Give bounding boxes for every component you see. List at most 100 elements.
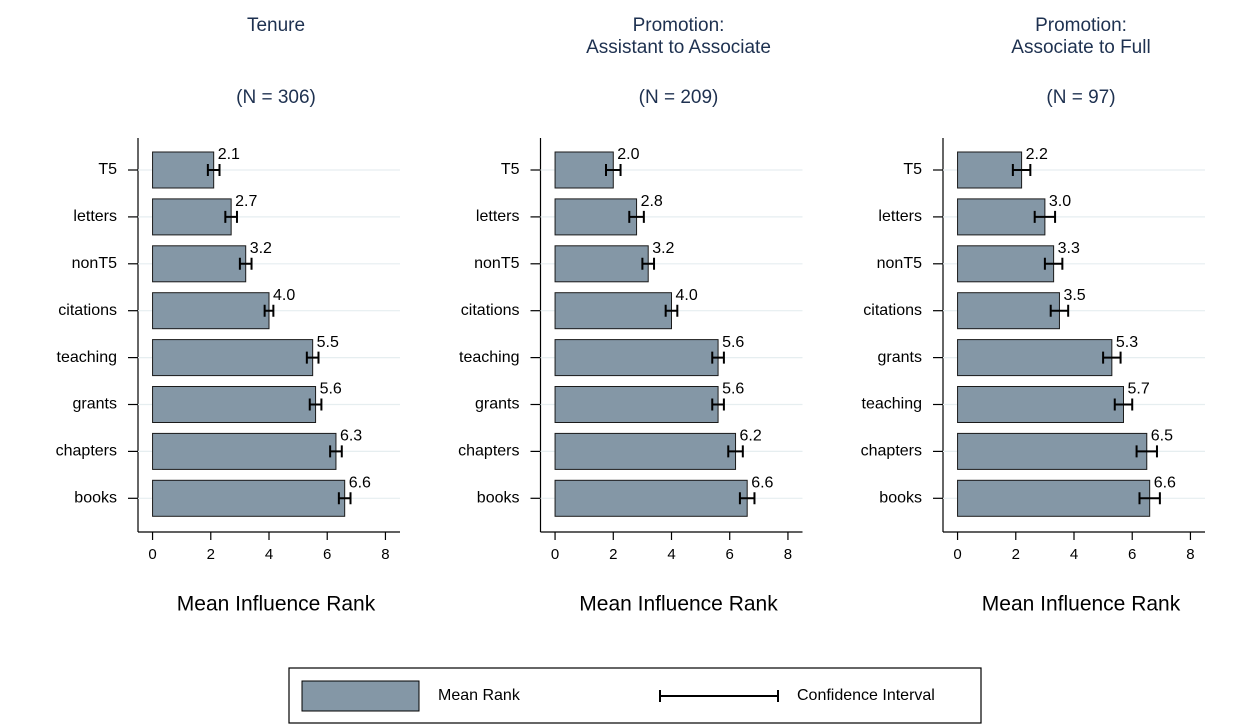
y-tick-label: chapters bbox=[458, 443, 519, 460]
value-label: 5.7 bbox=[1127, 381, 1149, 398]
bar bbox=[957, 198, 1046, 236]
legend-label: Confidence Interval bbox=[797, 687, 935, 704]
bar bbox=[554, 151, 614, 189]
error-bar bbox=[1033, 210, 1057, 223]
legend-label: Mean Rank bbox=[438, 687, 521, 704]
value-label: 3.3 bbox=[1058, 240, 1080, 257]
y-tick-label: teaching bbox=[862, 396, 923, 413]
value-label: 3.2 bbox=[250, 240, 272, 257]
value-label: 3.2 bbox=[652, 240, 674, 257]
x-tick-label: 8 bbox=[1186, 546, 1194, 563]
y-tick-label: citations bbox=[461, 302, 520, 319]
x-tick-label: 4 bbox=[1070, 546, 1078, 563]
x-tick-label: 6 bbox=[323, 546, 331, 563]
value-label: 6.6 bbox=[349, 475, 371, 492]
bar bbox=[152, 386, 317, 423]
y-tick-label: letters bbox=[73, 208, 117, 225]
error-bar bbox=[1135, 445, 1158, 458]
x-tick-label: 6 bbox=[726, 546, 734, 563]
x-axis-label: Mean Influence Rank bbox=[982, 593, 1181, 616]
error-bar bbox=[308, 398, 323, 411]
x-tick-label: 4 bbox=[265, 546, 273, 563]
error-bar bbox=[337, 492, 352, 505]
value-label: 4.0 bbox=[273, 287, 295, 304]
bar bbox=[957, 292, 1060, 330]
error-bar bbox=[238, 257, 253, 270]
value-label: 2.2 bbox=[1026, 146, 1048, 163]
bar bbox=[957, 339, 1113, 377]
y-tick-label: teaching bbox=[459, 349, 520, 366]
y-tick-label: books bbox=[477, 490, 520, 507]
bar bbox=[957, 151, 1023, 189]
value-label: 4.0 bbox=[676, 287, 698, 304]
y-tick-label: grants bbox=[475, 396, 519, 413]
bar bbox=[152, 432, 337, 470]
legend-swatch bbox=[301, 680, 420, 712]
error-bar bbox=[305, 351, 320, 364]
x-tick-label: 4 bbox=[667, 546, 675, 563]
error-bar bbox=[711, 398, 725, 411]
error-bar bbox=[711, 351, 725, 364]
value-label: 6.3 bbox=[340, 428, 362, 445]
value-label: 3.5 bbox=[1063, 287, 1085, 304]
bar bbox=[554, 339, 719, 377]
chart-title: Associate to Full bbox=[1011, 37, 1150, 58]
y-tick-label: nonT5 bbox=[474, 255, 519, 272]
bar bbox=[152, 151, 215, 189]
bar bbox=[554, 386, 719, 423]
x-tick-label: 2 bbox=[609, 546, 617, 563]
bar bbox=[554, 479, 748, 517]
error-bar bbox=[263, 304, 275, 317]
chart-title: Promotion: bbox=[633, 15, 725, 36]
chart-title: Promotion: bbox=[1035, 15, 1127, 36]
bar bbox=[957, 432, 1148, 470]
y-tick-label: chapters bbox=[861, 443, 922, 460]
error-bar bbox=[605, 164, 622, 176]
bar bbox=[957, 479, 1151, 517]
bar bbox=[957, 245, 1055, 283]
error-bar bbox=[1102, 351, 1122, 364]
value-label: 2.0 bbox=[617, 146, 639, 163]
error-bar bbox=[738, 492, 756, 505]
chart-title: Tenure bbox=[247, 15, 305, 36]
error-bar bbox=[664, 304, 679, 317]
error-bar bbox=[1049, 304, 1070, 317]
y-tick-label: nonT5 bbox=[72, 255, 117, 272]
x-axis-label: Mean Influence Rank bbox=[177, 593, 376, 616]
value-label: 2.1 bbox=[218, 146, 240, 163]
value-label: 6.5 bbox=[1151, 428, 1173, 445]
y-tick-label: teaching bbox=[57, 349, 118, 366]
y-tick-label: letters bbox=[476, 208, 520, 225]
y-tick-label: chapters bbox=[56, 443, 117, 460]
error-bar bbox=[1113, 398, 1134, 411]
bar bbox=[152, 479, 346, 517]
y-tick-label: T5 bbox=[501, 161, 520, 178]
error-bar bbox=[1043, 257, 1064, 270]
y-tick-label: citations bbox=[58, 302, 117, 319]
value-label: 6.6 bbox=[751, 475, 773, 492]
chart-subtitle: (N = 97) bbox=[1046, 87, 1115, 108]
value-label: 6.6 bbox=[1154, 475, 1176, 492]
bar bbox=[554, 245, 649, 283]
value-label: 5.6 bbox=[320, 381, 342, 398]
x-tick-label: 0 bbox=[148, 546, 156, 563]
x-tick-label: 0 bbox=[551, 546, 559, 563]
x-tick-label: 8 bbox=[381, 546, 389, 563]
x-tick-label: 8 bbox=[784, 546, 792, 563]
value-label: 6.2 bbox=[740, 428, 762, 445]
error-bar bbox=[1138, 492, 1161, 505]
y-tick-label: T5 bbox=[98, 161, 117, 178]
y-tick-label: T5 bbox=[903, 161, 922, 178]
value-label: 3.0 bbox=[1049, 193, 1071, 210]
value-label: 5.6 bbox=[722, 381, 744, 398]
x-tick-label: 2 bbox=[207, 546, 215, 563]
y-tick-label: books bbox=[879, 490, 922, 507]
x-tick-label: 2 bbox=[1012, 546, 1020, 563]
error-bar bbox=[727, 445, 744, 458]
bar bbox=[152, 339, 314, 377]
value-label: 5.5 bbox=[317, 334, 339, 351]
x-tick-label: 0 bbox=[953, 546, 961, 563]
bar bbox=[152, 198, 232, 236]
bar bbox=[152, 245, 247, 283]
